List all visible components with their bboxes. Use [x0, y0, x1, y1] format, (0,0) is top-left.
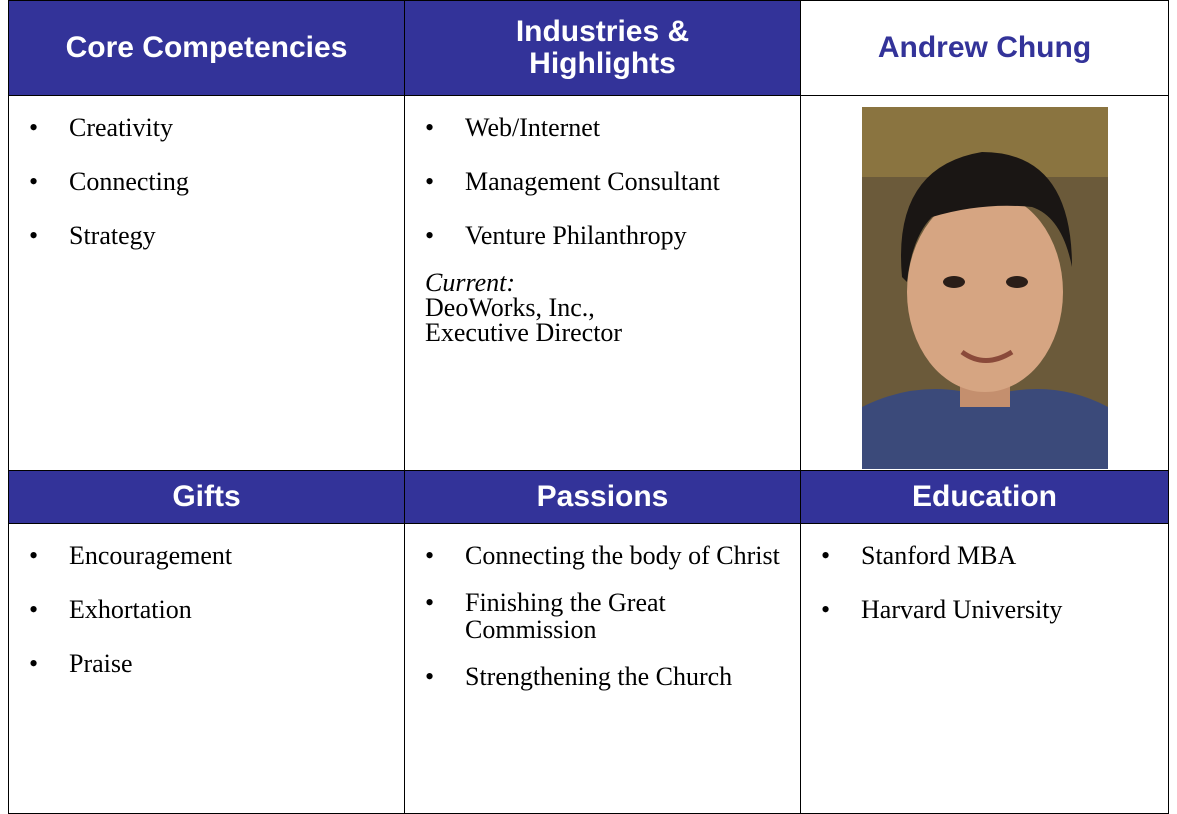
section-title: Gifts [172, 480, 241, 513]
section-title: Industries & Highlights [515, 15, 690, 80]
bullet-list: Stanford MBA Harvard University [801, 524, 1168, 623]
person-name: Andrew Chung [877, 31, 1092, 64]
current-label: Current: [425, 268, 516, 297]
portrait-photo [861, 107, 1108, 469]
header-cell: Passions [404, 470, 801, 524]
current-lines: DeoWorks, Inc., Executive Director [425, 293, 800, 347]
photo-cell [800, 95, 1169, 471]
list-item: Harvard University [801, 596, 1168, 623]
list-item: Exhortation [9, 596, 404, 623]
list-item: Venture Philanthropy [405, 222, 800, 249]
list-item: Strategy [9, 222, 404, 249]
header-cell: Industries & Highlights [404, 0, 801, 96]
body-cell: Connecting the body of Christ Finishing t… [404, 523, 801, 814]
section-title: Core Competencies [65, 31, 348, 64]
body-cell: Stanford MBA Harvard University [800, 523, 1169, 814]
header-cell: Gifts [8, 470, 405, 524]
bullet-list: Connecting the body of Christ Finishing t… [405, 524, 800, 690]
list-item: Web/Internet [405, 114, 800, 141]
list-item: Stanford MBA [801, 542, 1168, 569]
header-cell: Andrew Chung [800, 0, 1169, 96]
bullet-list: Creativity Connecting Strategy [9, 96, 404, 249]
section-title: Passions [536, 480, 669, 513]
list-item: Strengthening the Church [405, 663, 800, 690]
list-item: Finishing the Great Commission [405, 589, 800, 643]
list-item: Connecting the body of Christ [405, 542, 800, 569]
current-role: Current: DeoWorks, Inc., Executive Direct… [405, 268, 800, 347]
current-line: DeoWorks, Inc., [425, 293, 595, 322]
body-cell: Encouragement Exhortation Praise [8, 523, 405, 814]
bullet-list: Web/Internet Management Consultant Venture… [405, 96, 800, 249]
body-cell: Creativity Connecting Strategy [8, 95, 405, 471]
list-item: Encouragement [9, 542, 404, 569]
header-cell: Core Competencies [8, 0, 405, 96]
section-title: Education [911, 480, 1057, 513]
bullet-list: Encouragement Exhortation Praise [9, 524, 404, 677]
current-line: Executive Director [425, 318, 623, 347]
list-item: Praise [9, 650, 404, 677]
list-item: Connecting [9, 168, 404, 195]
list-item: Creativity [9, 114, 404, 141]
body-cell: Web/Internet Management Consultant Venture… [404, 95, 801, 471]
profile-table: Core Competencies Industries & Highlight… [8, 0, 1169, 814]
header-cell: Education [800, 470, 1169, 524]
list-item: Management Consultant [405, 168, 800, 195]
